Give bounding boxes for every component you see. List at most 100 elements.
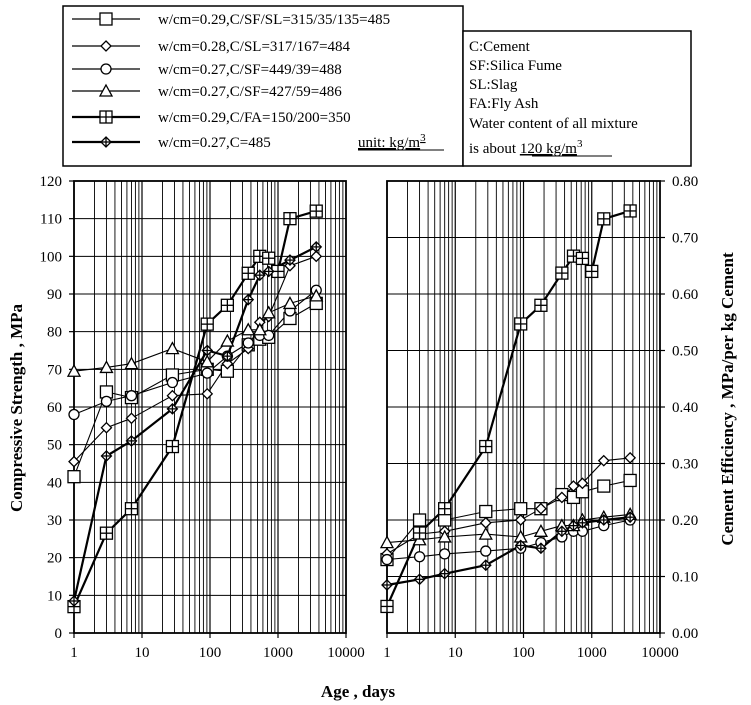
series-5-point [479, 439, 493, 454]
series-6-point [624, 511, 637, 524]
note-line-6: is about 120 kg/m3 [469, 138, 583, 157]
series-5-point [412, 526, 427, 540]
plot-frame [386, 180, 661, 634]
series-1-point [597, 479, 611, 493]
y-tick-label: 0.60 [672, 287, 698, 303]
y-tick-label: 80 [47, 325, 62, 341]
series-5-point [262, 251, 276, 265]
series-2-point [100, 421, 113, 434]
series-3-point [242, 337, 254, 349]
legend-entry-label: w/cm=0.27,C/SF=427/59=486 [158, 84, 342, 100]
y-tick-label: 60 [47, 400, 62, 416]
series-5-point [283, 212, 297, 226]
series-6-point [221, 350, 234, 363]
y-tick-label: 50 [47, 438, 62, 454]
x-tick-label: 10000 [327, 645, 365, 661]
note-line-3: SL:Slag [469, 77, 518, 93]
series-5-point [124, 502, 139, 516]
series-2-point [125, 412, 138, 425]
series-5-point [585, 264, 599, 279]
y-tick-label: 0.20 [672, 513, 698, 529]
x-tick-label: 10000 [641, 645, 679, 661]
notes-box [462, 30, 692, 167]
y-tick-label: 0.00 [672, 626, 698, 642]
series-5-point [534, 298, 548, 312]
legend-entry-label: w/cm=0.28,C/SL=317/167=484 [158, 39, 351, 55]
series-1-point [412, 513, 427, 527]
legend-entry-label: w/cm=0.29,C/FA=150/200=350 [158, 110, 351, 126]
series-6-point [201, 344, 214, 357]
series-6-point [413, 573, 426, 586]
series-6-point [597, 514, 610, 526]
y-tick-label: 0 [55, 626, 63, 642]
y-tick-label: 110 [40, 212, 62, 228]
series-4-point [533, 523, 549, 537]
series-6-point [381, 579, 393, 591]
legend-marker-circle [100, 63, 112, 75]
legend-entry-label: w/cm=0.27,C/SF=449/39=488 [158, 62, 342, 78]
series-4-point [478, 526, 493, 540]
y-tick-label: 0.30 [672, 457, 698, 473]
y-tick-label: 100 [40, 249, 63, 265]
series-5-point [220, 298, 235, 312]
series-2-point [535, 502, 547, 515]
series-6-point [555, 525, 568, 538]
note-line-5: Water content of all mixture [469, 116, 638, 132]
x-tick-label: 1000 [577, 645, 607, 661]
series-3-point [125, 390, 138, 402]
series-4-point [200, 354, 215, 368]
series-2-point [310, 250, 323, 263]
series-4-point [241, 322, 256, 336]
series-6-point [68, 595, 80, 607]
series-3-point [381, 553, 393, 566]
series-2-point [555, 491, 568, 504]
series-1-point [623, 473, 637, 488]
x-tick-label: 1000 [263, 645, 293, 661]
series-6-point [567, 519, 580, 532]
series-4-point [252, 322, 267, 336]
series-2-point [576, 477, 589, 490]
note-line-1: C:Cement [469, 39, 531, 55]
legend-unit: unit: kg/m3 [358, 132, 426, 151]
series-5-point [438, 502, 452, 516]
series-3-point [201, 367, 213, 379]
right-y-axis-label: Cement Efficiency , MPa/per kg Cement [718, 252, 737, 546]
x-tick-label: 10 [135, 645, 150, 661]
series-4-point [165, 341, 180, 355]
series-6-point [479, 559, 492, 572]
note-line-2: SF:Silica Fume [469, 58, 562, 74]
series-5-point [380, 599, 394, 614]
x-axis-label: Age , days [321, 682, 396, 701]
series-5-point [241, 266, 255, 280]
series-5-point [200, 317, 214, 331]
legend-marker-diamond [100, 40, 112, 52]
y-tick-label: 20 [47, 551, 62, 567]
y-tick-label: 0.40 [672, 400, 698, 416]
series-4-point [437, 529, 452, 543]
legend-marker-triangle [98, 83, 114, 97]
right-chart: 0.00 0.10 0.20 0.30 0.40 0.50 0.60 0.70 0.80 1 10 1… [379, 174, 698, 661]
x-tick-label: 100 [512, 645, 535, 661]
y-tick-label: 70 [47, 362, 62, 378]
series-2-point [567, 480, 580, 493]
series-6-point [253, 269, 266, 282]
x-tick-label: 1 [70, 645, 78, 661]
series-4-point [379, 535, 395, 549]
note-line-4: FA:Fly Ash [469, 96, 539, 112]
legend-marker-square [99, 12, 113, 26]
y-tick-label: 30 [47, 513, 62, 529]
series-5-point [309, 204, 323, 218]
series-6-point [100, 450, 113, 462]
series-1-point [67, 470, 81, 484]
y-tick-label: 10 [47, 588, 62, 604]
series-5-point [271, 264, 285, 279]
series-2-point [624, 451, 637, 464]
series-3-point [413, 551, 426, 563]
series-4-point [261, 305, 276, 319]
series-5-point [165, 439, 180, 454]
series-1-point [438, 513, 452, 527]
series-5-point [514, 317, 528, 331]
series-2-point [597, 454, 610, 467]
